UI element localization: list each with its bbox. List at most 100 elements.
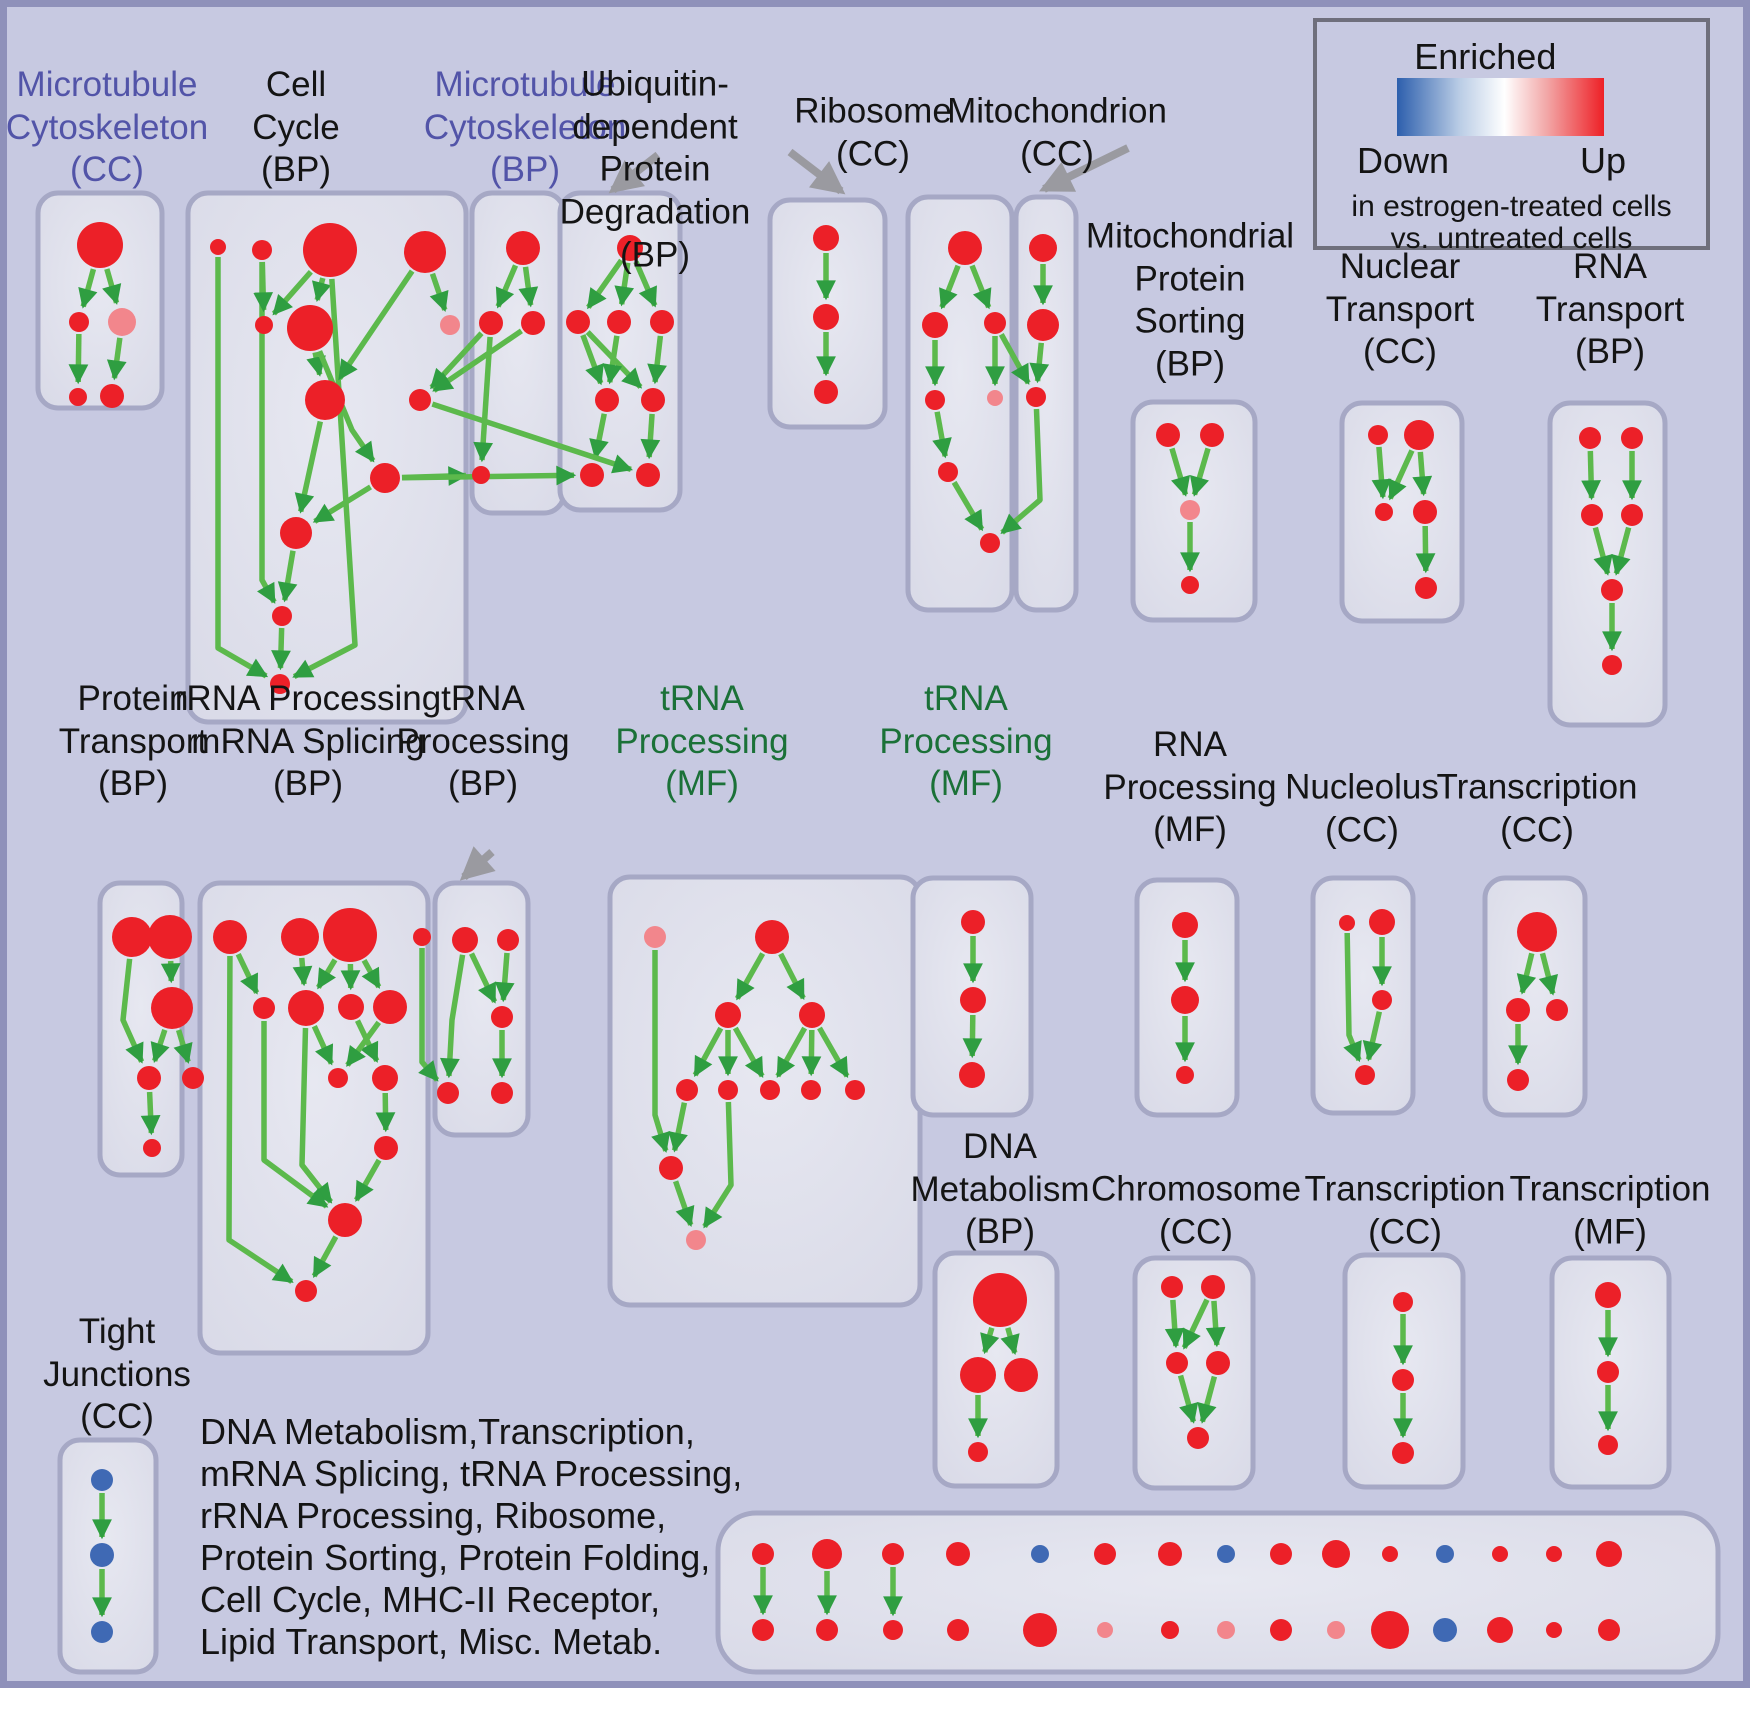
go-term-node <box>1581 504 1603 526</box>
go-term-node <box>1004 1358 1038 1392</box>
go-term-node <box>1181 576 1199 594</box>
go-term-node <box>255 316 273 334</box>
edge-arrow <box>1387 449 1415 501</box>
go-term-node <box>1026 387 1046 407</box>
edge-arrow <box>345 1020 381 1067</box>
go-term-node <box>883 1620 903 1640</box>
go-term-node <box>1413 500 1437 524</box>
edge-arrow <box>969 264 992 310</box>
go-term-node <box>1200 423 1224 447</box>
go-term-node <box>1368 425 1388 445</box>
edge-arrow <box>140 1091 161 1136</box>
go-term-node <box>1433 1618 1457 1642</box>
go-term-node <box>253 997 275 1019</box>
go-term-node <box>980 533 1000 553</box>
edge-arrow <box>1189 447 1211 497</box>
go-term-node <box>1621 504 1643 526</box>
edge-arrow <box>431 401 633 474</box>
go-term-node <box>108 308 136 336</box>
go-term-node <box>90 1543 114 1567</box>
go-term-node <box>1602 655 1622 675</box>
go-term-node <box>1031 1545 1049 1563</box>
go-term-node <box>814 380 838 404</box>
go-term-node <box>1492 1546 1508 1562</box>
go-term-node <box>1392 1369 1414 1391</box>
edge-arrow <box>962 1014 983 1059</box>
edge-arrow <box>998 333 1031 385</box>
edge-arrow <box>271 627 291 671</box>
go-term-node <box>948 231 982 265</box>
go-term-node <box>1579 427 1601 449</box>
nuclear-transport-box <box>1339 400 1465 624</box>
edge-arrow <box>1516 952 1537 995</box>
go-term-node <box>404 231 446 273</box>
legend-subtitle-2: vs. untreated cells <box>1390 222 1633 255</box>
go-term-node <box>961 910 985 934</box>
go-term-node <box>1029 234 1057 262</box>
go-term-node <box>813 304 839 330</box>
go-term-node <box>1598 1619 1620 1641</box>
go-term-node <box>1270 1619 1292 1641</box>
edge-arrow <box>337 269 415 381</box>
go-term-node <box>1436 1545 1454 1563</box>
edge-arrow <box>473 336 494 463</box>
go-term-node <box>1506 998 1530 1022</box>
go-term-node <box>437 1082 459 1104</box>
go-term-node <box>973 1273 1027 1327</box>
edge-arrow <box>939 264 961 310</box>
edge-arrow <box>1412 451 1433 497</box>
go-term-node <box>799 1002 825 1028</box>
edge-arrow <box>732 1026 765 1078</box>
label-pointer-arrow <box>1039 144 1130 193</box>
legend-gradient-bar <box>1397 78 1604 136</box>
go-term-node <box>987 390 1003 406</box>
go-term-node <box>1371 1611 1409 1649</box>
go-term-node <box>1322 1540 1350 1568</box>
footnote-line: DNA Metabolism,Transcription, <box>200 1411 695 1452</box>
edge-arrow <box>1343 932 1362 1063</box>
go-term-node <box>752 1619 774 1641</box>
edge-arrow <box>495 264 519 309</box>
go-term-node <box>272 606 292 626</box>
edge-arrow <box>257 262 277 604</box>
edge-arrow <box>817 1026 850 1079</box>
go-term-node <box>452 927 478 953</box>
go-term-node <box>813 225 839 251</box>
go-term-node <box>1546 1622 1562 1638</box>
label-pointer-arrow <box>787 148 846 195</box>
go-term-node <box>69 312 89 332</box>
legend-subtitle-1: in estrogen-treated cells <box>1351 190 1672 223</box>
edge-arrow <box>494 952 515 1003</box>
edge-arrow <box>614 262 635 307</box>
go-term-node <box>580 463 604 487</box>
edge-arrow <box>120 958 145 1064</box>
go-term-node <box>1355 1065 1375 1085</box>
go-term-node <box>1201 1275 1225 1299</box>
edge-arrow <box>226 955 294 1284</box>
edge-arrow <box>316 958 338 990</box>
go-term-node <box>210 239 226 255</box>
edge-arrow <box>429 272 449 312</box>
edge-arrow <box>1592 526 1613 576</box>
edge-arrow <box>1362 1011 1383 1062</box>
edges-layer <box>68 253 1642 1618</box>
misc-clusters-footnote: DNA Metabolism,Transcription, mRNA Splic… <box>200 1411 742 1663</box>
go-term-node <box>287 305 333 351</box>
go-term-node <box>760 1080 780 1100</box>
go-term-node <box>479 311 503 335</box>
go-term-node <box>1372 990 1392 1010</box>
edge-arrow <box>580 334 604 386</box>
go-term-node <box>1327 1621 1345 1639</box>
edge-arrow <box>312 484 372 524</box>
rrna-processing-box <box>197 880 431 1356</box>
go-term-node <box>1621 427 1643 449</box>
nodes-layer <box>69 222 1643 1649</box>
go-term-node <box>1507 1069 1529 1091</box>
go-term-node <box>91 1621 113 1643</box>
go-term-node <box>1187 1427 1209 1449</box>
edge-arrow <box>801 1029 822 1077</box>
edge-arrow <box>235 952 260 995</box>
edge-arrow <box>1000 408 1043 535</box>
